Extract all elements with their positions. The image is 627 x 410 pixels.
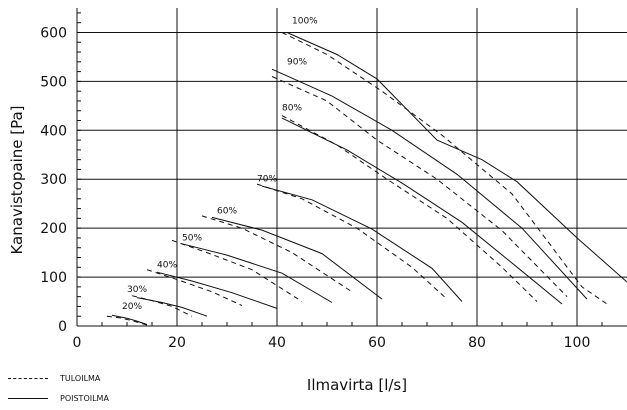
x-tick-label: 0: [73, 335, 82, 351]
x-axis-title: Ilmavirta [l/s]: [307, 376, 407, 394]
tuloilma-curve: [171, 239, 303, 302]
tuloilma-curve: [106, 315, 148, 326]
x-tick-label: 40: [268, 335, 286, 351]
x-tick-label: 80: [468, 335, 486, 351]
fan-curves: [106, 32, 627, 326]
y-tick-label: 0: [58, 319, 67, 335]
speed-percent-label: 50%: [182, 233, 202, 243]
tuloilma-curve: [146, 269, 243, 306]
x-tick-labels: 0 20 40 60 80 100: [73, 335, 591, 351]
poistoilma-curve: [271, 68, 588, 300]
y-tick-label: 100: [40, 270, 67, 286]
legend-label-poistoilma: POISTOILMA: [60, 393, 109, 403]
x-tick-label: 20: [168, 335, 186, 351]
speed-percent-label: 60%: [217, 206, 237, 216]
speed-percent-label: 100%: [292, 17, 318, 27]
legend-solid-line: [8, 397, 48, 399]
y-tick-label: 600: [40, 25, 67, 41]
plot-grid: [76, 8, 627, 327]
y-tick-label: 300: [40, 172, 67, 188]
legend-dashed-line: [8, 377, 48, 379]
poistoilma-curve: [136, 297, 208, 317]
y-tick-label: 500: [40, 74, 67, 90]
speed-percent-label: 80%: [282, 104, 302, 114]
tuloilma-curve: [256, 183, 448, 300]
poistoilma-curve: [156, 271, 278, 309]
y-axis-title: Kanavistopaine [Pa]: [8, 105, 26, 254]
poistoilma-curve: [261, 185, 463, 302]
percent-labels: 20% 30% 40% 50% 60% 70% 80% 90% 100%: [122, 17, 318, 312]
y-tick-labels: 0 100 200 300 400 500 600: [40, 25, 67, 335]
tuloilma-curve: [201, 215, 353, 293]
speed-percent-label: 30%: [127, 285, 147, 295]
legend-item-poistoilma: POISTOILMA: [8, 388, 109, 408]
x-tick-label: 100: [564, 335, 591, 351]
poistoilma-curve: [111, 314, 148, 325]
tuloilma-curve: [281, 32, 608, 305]
y-tick-label: 200: [40, 221, 67, 237]
poistoilma-curve: [286, 32, 627, 283]
legend: TULOILMA POISTOILMA: [8, 368, 109, 408]
speed-percent-label: 40%: [157, 260, 177, 270]
legend-item-tuloilma: TULOILMA: [8, 368, 109, 388]
y-tick-label: 400: [40, 123, 67, 139]
speed-percent-label: 90%: [287, 57, 307, 67]
speed-percent-label: 20%: [122, 302, 142, 312]
poistoilma-curve: [181, 243, 333, 303]
speed-percent-label: 70%: [257, 175, 277, 185]
poistoilma-curve: [281, 117, 563, 305]
x-tick-label: 60: [368, 335, 386, 351]
poistoilma-curve: [211, 216, 383, 300]
legend-label-tuloilma: TULOILMA: [60, 373, 101, 383]
